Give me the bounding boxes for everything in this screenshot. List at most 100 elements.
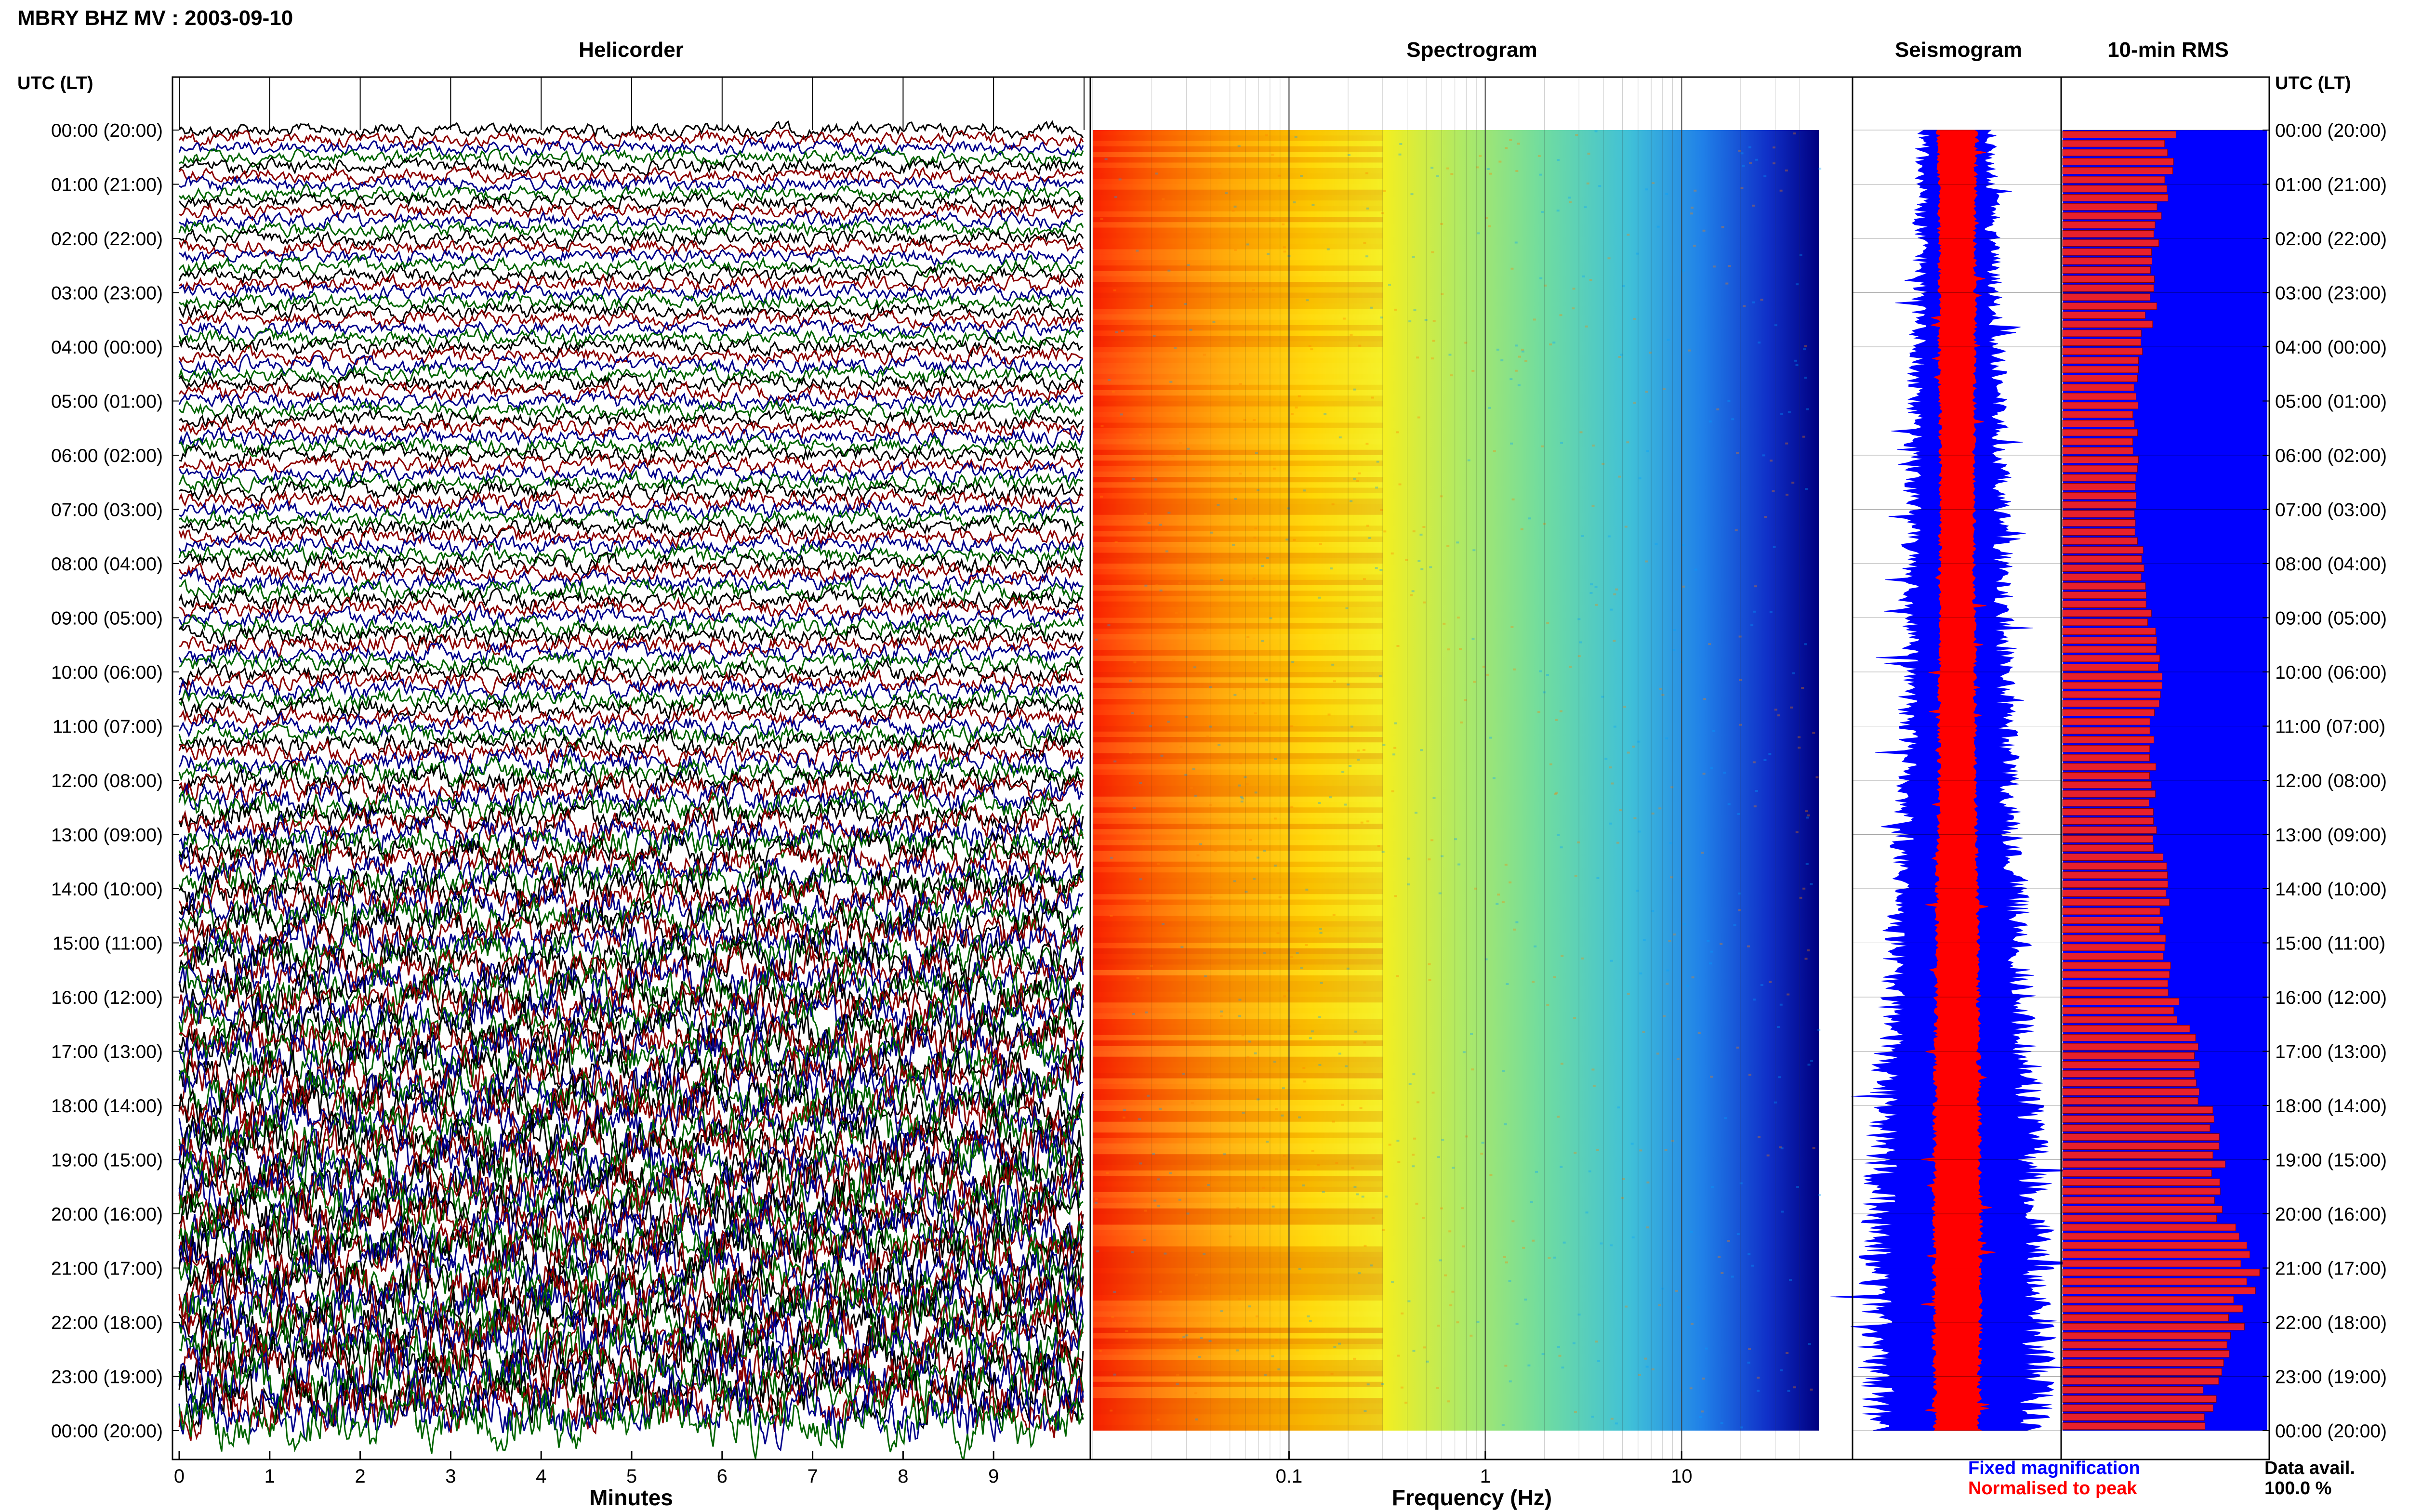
spectrogram-speckle	[1539, 670, 1542, 672]
spectrogram-speckle	[1511, 498, 1515, 500]
spectrogram-speckle	[1476, 1321, 1480, 1323]
spectrogram-row	[1093, 634, 1383, 640]
helicorder-trace	[179, 648, 1084, 678]
helicorder-trace	[178, 380, 1084, 405]
spectrogram-speckle	[1193, 666, 1197, 669]
spectrogram-speckle	[1493, 450, 1496, 452]
helicorder-trace	[178, 1262, 1084, 1329]
spectrogram-speckle	[1195, 1274, 1198, 1276]
time-label-right: 23:00 (19:00)	[2275, 1367, 2387, 1388]
spectrogram-speckle	[1133, 1195, 1137, 1197]
rms-bar	[2062, 366, 2139, 373]
spectrogram-speckle	[1391, 790, 1394, 792]
spectrogram-speckle	[1241, 1189, 1244, 1192]
spectrogram-speckle	[1363, 242, 1366, 244]
time-label-right: 14:00 (10:00)	[2275, 879, 2387, 900]
spectrogram-speckle	[1306, 299, 1309, 302]
rms-bar	[2062, 1323, 2245, 1330]
spectrogram-speckle	[1381, 851, 1385, 853]
helicorder-trace	[178, 1104, 1084, 1175]
spectrogram-row	[1093, 1176, 1383, 1182]
spectrogram-speckle	[1627, 751, 1630, 754]
spectrogram-speckle	[1770, 460, 1773, 462]
spectrogram-speckle	[1639, 1149, 1642, 1152]
rms-bar	[2062, 429, 2138, 436]
rms-bar	[2062, 1341, 2227, 1349]
spectrogram-speckle	[1690, 1323, 1694, 1325]
spectrogram-row	[1093, 1236, 1383, 1241]
spectrogram-speckle	[1509, 881, 1512, 883]
helicorder-trace	[178, 788, 1084, 828]
spectrogram-row	[1093, 162, 1383, 168]
spectrogram-row	[1093, 1149, 1383, 1155]
rms-bar	[2062, 573, 2142, 581]
spectrogram-speckle	[1297, 1169, 1300, 1171]
spectrogram-row	[1093, 536, 1383, 542]
spectrogram-speckle	[1594, 586, 1598, 588]
rms-bar	[2062, 799, 2149, 807]
spectrogram-speckle	[1278, 896, 1282, 898]
spectrogram-speckle	[1157, 863, 1160, 866]
spectrogram-speckle	[1296, 952, 1299, 954]
spectrogram-speckle	[1249, 839, 1252, 841]
spectrogram-speckle	[1411, 590, 1415, 592]
spectrogram-speckle	[1541, 211, 1544, 213]
spectrogram-speckle	[1441, 1139, 1444, 1141]
spectrogram-speckle	[1246, 1055, 1250, 1058]
spectrogram-speckle	[1344, 803, 1347, 806]
spectrogram-speckle	[1261, 640, 1264, 642]
spectrogram-speckle	[1404, 1401, 1408, 1404]
spectrogram-speckle	[1690, 212, 1694, 215]
spectrogram-row	[1093, 840, 1383, 845]
helicorder-trace	[178, 543, 1084, 567]
rms-bar	[2062, 980, 2169, 987]
spectrogram-row	[1093, 211, 1383, 217]
spectrogram-speckle	[1626, 441, 1629, 444]
spectrogram-speckle	[1419, 533, 1423, 536]
spectrogram-speckle	[1353, 477, 1356, 480]
spectrogram-speckle	[1390, 552, 1394, 555]
spectrogram-speckle	[1277, 1368, 1281, 1370]
spectrogram-speckle	[1263, 850, 1266, 852]
spectrogram-speckle	[1582, 275, 1585, 277]
spectrogram-speckle	[1302, 1067, 1306, 1069]
spectrogram-speckle	[1113, 289, 1116, 291]
spectrogram-speckle	[1290, 956, 1294, 958]
spectrogram-speckle	[1803, 348, 1806, 351]
spectrogram-speckle	[1253, 536, 1257, 539]
spectrogram-speckle	[1652, 182, 1655, 184]
spectrogram-speckle	[1760, 984, 1763, 986]
spectrogram-speckle	[1543, 523, 1546, 525]
spectrogram-speckle	[1572, 1342, 1575, 1344]
spectrogram-row	[1093, 227, 1383, 233]
spectrogram-speckle	[1505, 147, 1508, 149]
spectrogram-speckle	[1690, 207, 1694, 209]
spectrogram-speckle	[1174, 347, 1177, 349]
spectrogram-speckle	[1734, 529, 1738, 531]
spectrogram-speckle	[1406, 857, 1410, 860]
spectrogram-speckle	[1515, 921, 1519, 923]
spectrogram-speckle	[1481, 1142, 1484, 1144]
spectrogram-row	[1093, 265, 1383, 271]
rms-bar	[2062, 203, 2158, 210]
spectrogram-speckle	[1295, 407, 1298, 409]
helicorder-trace	[178, 210, 1084, 231]
helicorder-trace	[179, 1311, 1084, 1381]
spectrogram-row	[1093, 303, 1383, 309]
spectrogram-speckle	[1553, 976, 1556, 978]
spectrogram-row	[1093, 1354, 1383, 1360]
spectrogram-speckle	[1812, 732, 1815, 734]
spectrogram-speckle	[1396, 431, 1399, 434]
spectrogram-speckle	[1482, 666, 1485, 668]
rms-bar	[2062, 628, 2156, 635]
time-label-left: 07:00 (03:00)	[51, 500, 163, 521]
spectrogram-speckle	[1112, 391, 1115, 393]
spectrogram-speckle	[1356, 480, 1359, 482]
helicorder-trace	[178, 263, 1084, 288]
spectrogram-speckle	[1500, 359, 1504, 362]
spectrogram-row	[1093, 1371, 1383, 1377]
helicorder-trace	[178, 326, 1084, 350]
spectrogram-speckle	[1436, 175, 1439, 177]
spectrogram-row	[1093, 173, 1383, 179]
